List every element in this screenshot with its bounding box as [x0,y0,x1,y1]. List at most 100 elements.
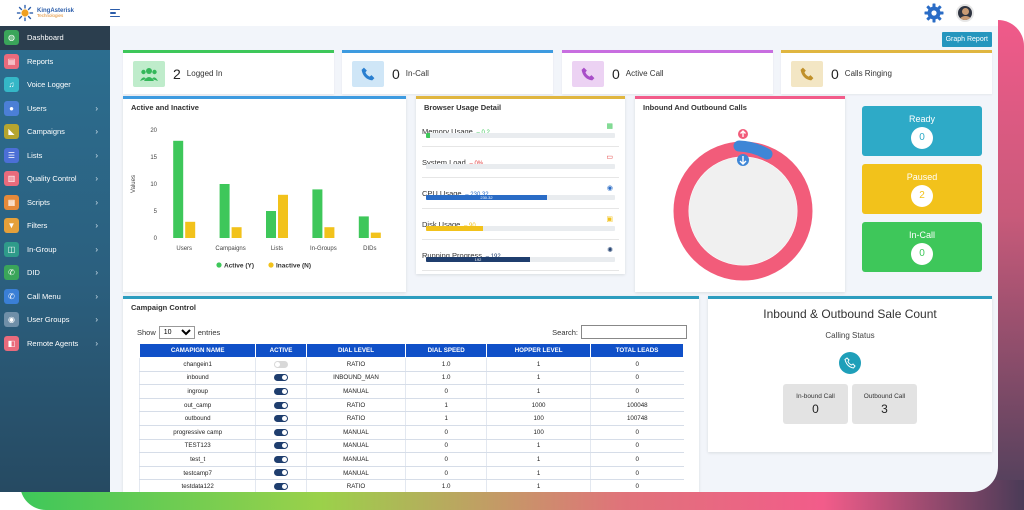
entries-select[interactable]: 10 [158,325,195,339]
sidebar-item-lists[interactable]: ☰ Lists › [0,144,110,168]
active-toggle[interactable] [274,483,288,491]
active-toggle[interactable] [274,387,288,395]
sidebar-item-label: In-Group [27,244,57,254]
stat-card-calls-ringing[interactable]: 0 Calls Ringing [781,50,992,94]
sidebar-item-label: Call Menu [27,291,61,301]
active-toggle[interactable] [274,469,288,477]
graph-report-button[interactable]: Graph Report [941,32,992,47]
sidebar-item-call-menu[interactable]: ✆ Call Menu › [0,285,110,309]
status-count: 0 [911,126,933,149]
phone-icon: ✆ [4,288,19,304]
status-count: 2 [911,184,933,207]
active-toggle-cell[interactable] [255,384,307,399]
search-input[interactable] [581,325,687,339]
table-cell: testdata122 [138,479,256,492]
usage-label: CPU Usage [422,189,462,198]
active-toggle-cell[interactable] [255,479,307,492]
logo-line-1: KingAsterisk [37,7,75,14]
table-cell: 0 [590,384,684,399]
chevron-right-icon: › [95,150,98,160]
table-cell: 0 [590,371,684,386]
usage-progress-bar [426,164,615,169]
sidebar-item-campaigns[interactable]: ◣ Campaigns › [0,120,110,144]
usage-row-memory-usage: Memory Usage – 0.2▦ [422,116,619,147]
column-header[interactable]: HOPPER LEVEL [486,343,592,358]
active-toggle-cell[interactable] [255,425,307,440]
column-header[interactable]: TOTAL LEADS [590,343,684,358]
active-toggle[interactable] [274,442,288,450]
y-tick-label: 10 [150,182,157,188]
active-toggle[interactable] [274,360,288,368]
active-toggle-cell[interactable] [255,398,307,413]
active-toggle[interactable] [274,401,288,409]
sidebar-item-quality-control[interactable]: ▥ Quality Control › [0,167,110,191]
active-toggle[interactable] [274,374,288,382]
inbound-arrow-icon [738,129,748,139]
table-cell: 1.0 [405,371,487,386]
table-cell: 100 [486,411,591,426]
table-cell: 1 [486,384,591,399]
table-cell: 1 [486,371,591,386]
logo[interactable]: KingAsterisk Technologies [0,0,110,26]
table-row: ingroup MANUAL 0 1 0 [138,384,684,399]
status-label: Paused [906,171,938,182]
status-card-in-call[interactable]: In-Call 0 [862,222,982,272]
active-toggle-cell[interactable] [255,357,307,372]
sidebar-item-filters[interactable]: ▼ Filters › [0,214,110,238]
active-toggle-cell[interactable] [255,439,307,454]
logo-text: KingAsterisk Technologies [37,8,74,19]
active-toggle-cell[interactable] [255,371,307,386]
sidebar-item-label: Remote Agents [27,338,79,348]
stat-card-active-call[interactable]: 0 Active Call [562,50,773,94]
active-toggle-cell[interactable] [255,452,307,467]
table-header-row: CAMAPIGN NAME ACTIVE DIAL LEVEL DIAL SPEED H… [138,343,684,358]
usage-progress-fill [426,133,430,138]
table-cell: 0 [405,452,487,467]
table-row: TEST123 MANUAL 0 1 0 [138,439,684,454]
sidebar-item-voice-logger[interactable]: ♫ Voice Logger [0,73,110,97]
sidebar-item-users[interactable]: ● Users › [0,97,110,121]
x-tick-label: In-Groups [310,246,337,252]
y-tick-label: 0 [154,236,158,242]
table-row: test_t MANUAL 0 1 0 [138,452,684,467]
stat-label: Calls Ringing [844,69,892,78]
active-inactive-panel: Active and Inactive 0 5 10 15 20 Values Users C… [123,96,406,292]
in-out-calls-title: Inbound And Outbound Calls [643,103,747,112]
table-cell: 0 [590,357,684,372]
stat-label: Active Call [625,69,664,78]
sidebar-item-label: Users [27,103,47,113]
menu-toggle-icon[interactable] [110,8,120,18]
stat-card-logged-in[interactable]: 2 Logged In [123,50,334,94]
campaign-table: CAMAPIGN NAME ACTIVE DIAL LEVEL DIAL SPEED H… [138,343,684,492]
active-toggle-cell[interactable] [255,466,307,481]
active-toggle[interactable] [274,455,288,463]
spinner-icon: ✺ [607,247,613,254]
column-header[interactable]: CAMAPIGN NAME [138,343,257,358]
y-axis-label: Values [131,175,137,193]
sidebar-item-in-group[interactable]: ◫ In-Group › [0,238,110,262]
status-card-paused[interactable]: Paused 2 [862,164,982,214]
sidebar-item-dashboard[interactable]: ◍ Dashboard [0,26,110,50]
column-header[interactable]: DIAL LEVEL [305,343,407,358]
sidebar-item-label: Lists [27,150,43,160]
column-header[interactable]: DIAL SPEED [405,343,488,358]
table-cell: RATIO [305,357,406,372]
sidebar-item-remote-agents[interactable]: ◧ Remote Agents › [0,332,110,356]
stat-card-in-call[interactable]: 0 In-Call [342,50,553,94]
x-tick-label: Users [176,246,192,252]
sidebar-item-scripts[interactable]: ▦ Scripts › [0,191,110,215]
active-toggle[interactable] [274,415,288,423]
active-toggle-cell[interactable] [255,411,307,426]
sidebar-item-user-groups[interactable]: ◉ User Groups › [0,308,110,332]
sidebar-item-reports[interactable]: ▤ Reports [0,50,110,74]
avatar[interactable] [956,4,974,22]
table-cell: 100748 [590,411,684,426]
sidebar-item-did[interactable]: ✆ DID › [0,261,110,285]
status-card-ready[interactable]: Ready 0 [862,106,982,156]
column-header[interactable]: ACTIVE [255,343,307,358]
active-inactive-title: Active and Inactive [131,103,199,112]
table-cell: 100048 [590,398,684,413]
gear-icon[interactable] [924,3,944,23]
x-tick-label: DIDs [363,246,376,252]
active-toggle[interactable] [274,428,288,436]
